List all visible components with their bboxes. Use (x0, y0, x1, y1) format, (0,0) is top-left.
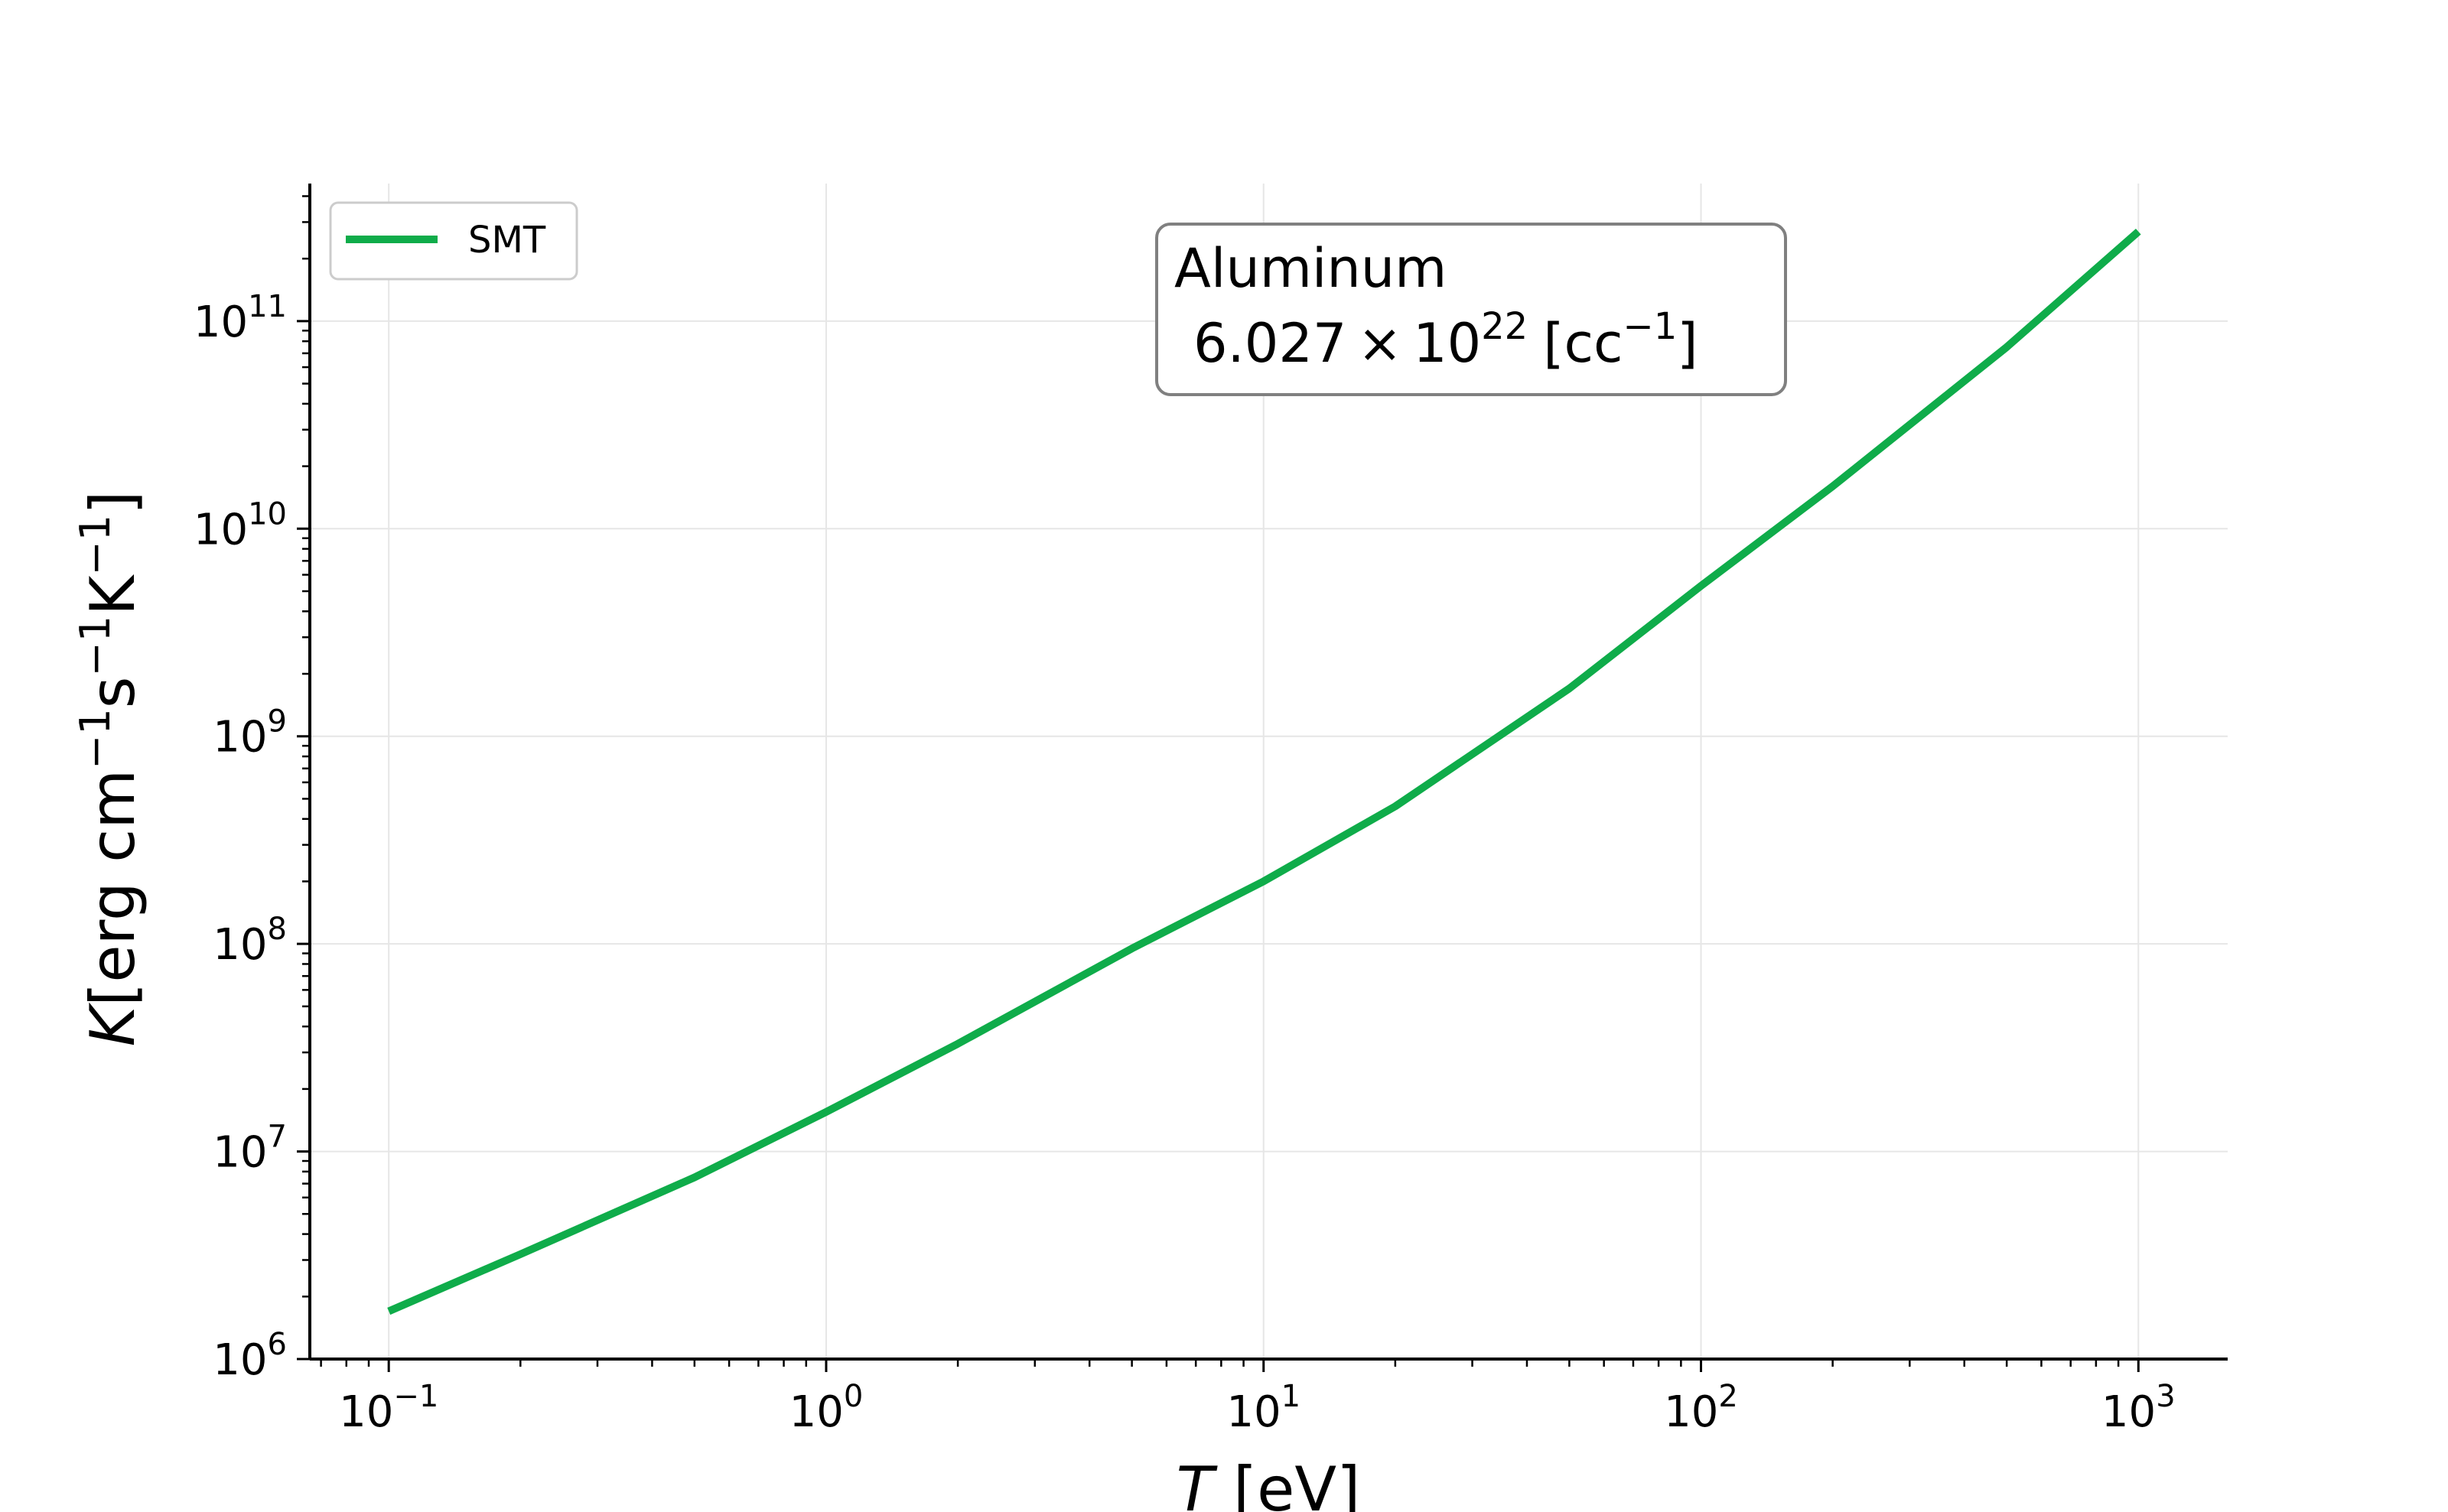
x-tick-label: 103 (2101, 1379, 2176, 1437)
x-axis-title: T [eV] (1177, 1454, 1361, 1512)
y-tick-label: 108 (213, 912, 287, 970)
y-tick-label: 107 (213, 1120, 287, 1178)
y-tick-label: 1011 (194, 289, 287, 347)
x-tick-label: 102 (1664, 1379, 1738, 1437)
x-tick-label: 10−1 (339, 1379, 438, 1437)
annotation-frame (1155, 223, 1787, 396)
legend-box (329, 201, 578, 281)
annotation-material: Aluminum (1174, 237, 1447, 300)
y-tick-label: 109 (213, 704, 287, 763)
x-tick-label: 101 (1226, 1379, 1300, 1437)
x-ticks: 10−1 100 101 102 103 (339, 1359, 2176, 1437)
y-ticks: 106 107 108 109 1010 1011 (194, 289, 310, 1385)
annotation-box: Aluminum 6.027 × 1022 [cc−1] (1155, 223, 1787, 396)
annotation-density: 6.027 × 1022 [cc−1] (1193, 305, 1698, 375)
legend: SMT (329, 201, 578, 281)
series-line-smt (387, 229, 2141, 1315)
legend-label-smt: SMT (468, 219, 546, 262)
y-tick-label: 106 (213, 1327, 287, 1385)
y-axis-title: K[erg cm−1s−1K−1] (71, 491, 148, 1047)
x-tick-label: 100 (789, 1379, 864, 1437)
y-tick-label: 1010 (194, 496, 287, 554)
